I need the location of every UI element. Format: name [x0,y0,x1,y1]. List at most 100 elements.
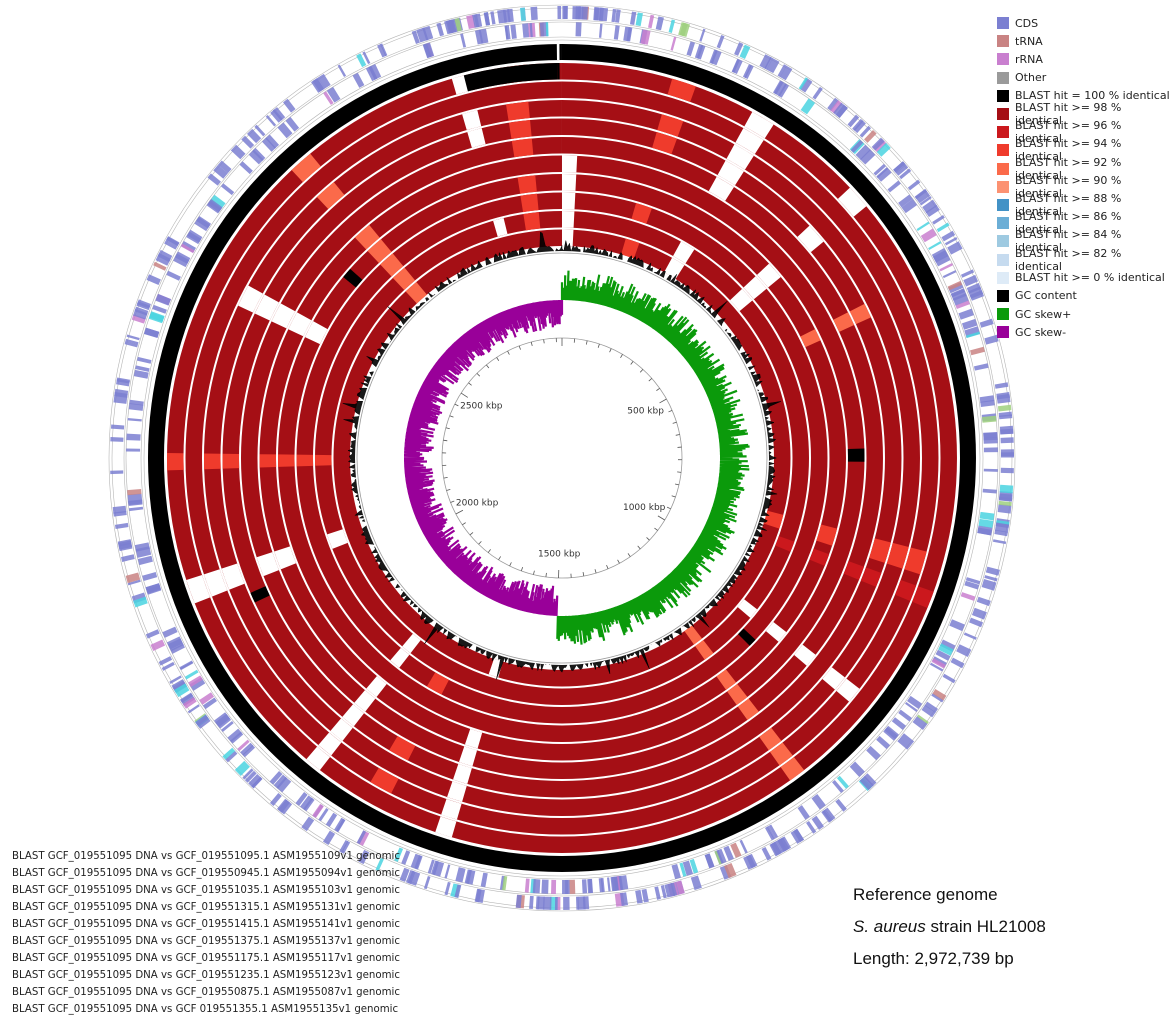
cds-feature [942,673,956,684]
cds-feature [960,269,975,278]
cds-feature [283,98,296,113]
scale-tick [672,421,677,424]
cds-feature [301,816,315,832]
blast-variable-region [869,538,891,563]
cds-feature [352,72,365,88]
legend-label: rRNA [1015,52,1043,66]
scale-tick [443,439,448,442]
legend-swatch [997,253,1009,266]
cds-feature [599,7,609,22]
legend-item-blast-88: BLAST hit >= 88 % identical [997,192,1170,218]
blast-variable-region [520,193,539,213]
cds-feature [187,704,200,714]
cds-feature [269,793,282,806]
blast-variable-region [765,621,787,642]
legend-label: BLAST hit >= 92 % identical [1015,155,1122,182]
legend-item-gc-skew-plus: GC skew+ [997,305,1170,323]
scale-tick [657,515,665,521]
blast-variable-region [390,647,410,668]
blast-variable-region [849,303,871,325]
cds-feature [222,747,236,760]
cds-feature [827,97,840,112]
cds-feature [269,771,283,785]
cds-feature [730,842,742,858]
cds-feature [876,142,891,157]
cds-feature [777,64,787,78]
cds-feature [251,776,263,789]
cds-feature [682,860,694,876]
legend-item-blast-86: BLAST hit >= 86 % identical [997,210,1170,236]
cds-feature [401,850,411,865]
scale-tick [530,341,533,346]
cds-feature [265,114,277,127]
cds-feature [769,842,781,857]
cds-feature [318,807,329,822]
cds-feature [202,697,218,710]
cds-feature [897,738,910,750]
cds-feature [983,447,998,453]
legend-label: BLAST hit >= 98 % identical [1015,101,1122,128]
cds-feature [766,58,780,74]
blast-variable-region [684,625,703,645]
blast-variable-region [737,599,758,618]
blast-variable-region [744,111,774,139]
reference-heading: Reference genome [853,885,998,904]
cds-feature [230,731,244,744]
scale-tick [518,345,521,350]
blast-variable-region [717,160,744,186]
blast-variable-region [278,454,295,467]
blast-variable-region [726,144,754,170]
cds-feature [983,432,998,439]
blast-variable-region [562,155,578,173]
scale-tick [478,541,482,545]
blast-variable-region [716,669,737,690]
blast-variable-region [860,567,882,587]
cds-feature [859,775,874,791]
cds-feature [265,134,280,149]
cds-feature [606,877,611,892]
cds-feature [876,167,889,179]
cds-feature [655,16,664,31]
cds-feature [947,280,963,291]
legend-swatch [997,162,1009,175]
cds-feature [142,572,158,582]
scale-tick [496,357,500,361]
blast-variable-region [405,281,427,304]
legend-swatch [997,289,1009,302]
cds-feature [947,241,963,255]
scale-tick [654,527,658,531]
feature-tracks [108,4,1016,912]
cds-feature [766,825,776,840]
blast-variable-region [797,225,824,253]
cds-feature [761,847,772,861]
cds-feature [155,293,172,306]
legend-swatch [997,35,1009,48]
cds-feature [731,58,743,74]
cds-feature [207,173,221,186]
cds-feature [714,850,722,865]
cds-feature [941,230,956,242]
cds-feature [778,836,792,852]
cds-feature [325,812,338,827]
cds-feature [998,493,1013,502]
cds-feature [161,661,175,671]
cds-feature [356,830,367,845]
cds-feature [734,42,744,56]
cds-feature [134,542,150,552]
cds-feature [790,828,805,844]
cds-feature [532,879,541,894]
scale-tick [659,398,667,404]
legend-item-blast-98: BLAST hit >= 98 % identical [997,101,1170,127]
cds-feature [978,518,994,528]
cds-feature [618,875,624,891]
reference-genome-info: Reference genome S. aureus strain HL2100… [853,882,1046,978]
cds-feature [664,883,676,898]
blast-variable-region [306,746,331,771]
cds-feature [542,896,552,910]
cds-feature [116,378,130,387]
cds-feature [131,314,146,324]
cds-feature [120,554,135,562]
cds-feature [186,231,202,245]
cds-feature [254,124,266,137]
scale-tick [445,427,450,430]
